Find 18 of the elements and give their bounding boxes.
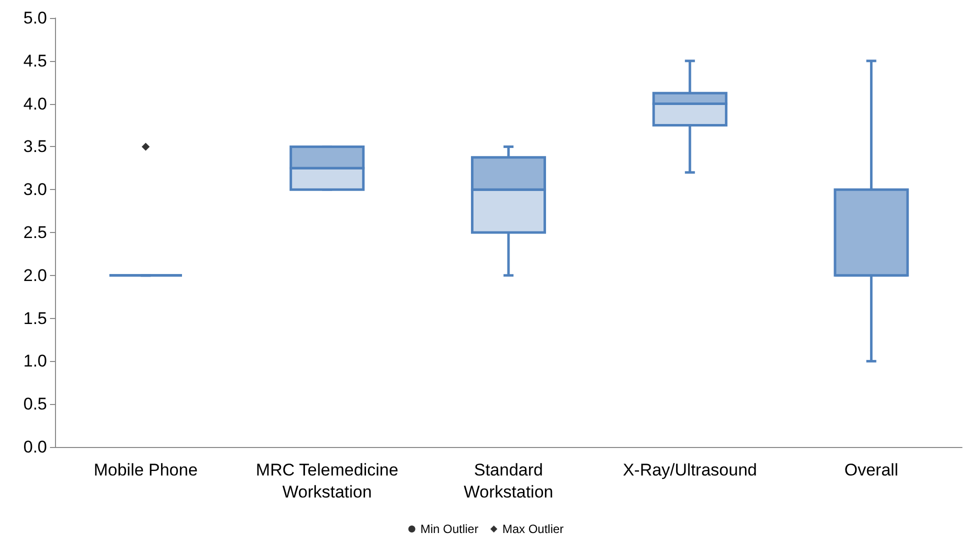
y-tick-label: 0.0 xyxy=(23,438,47,456)
y-tick-label: 1.0 xyxy=(23,352,47,371)
x-tick-label: Standard Workstation xyxy=(464,460,554,502)
x-tick-label: Mobile Phone xyxy=(94,460,198,480)
y-tick-label: 0.5 xyxy=(23,394,47,414)
y-tick-label: 2.5 xyxy=(23,223,47,242)
y-tick-label: 4.0 xyxy=(23,94,47,114)
x-tick-label: X-Ray/Ultrasound xyxy=(622,460,757,480)
y-tick-label: 4.5 xyxy=(23,51,47,70)
y-tick-label: 5.0 xyxy=(23,8,47,28)
y-tick-label: 2.0 xyxy=(23,266,47,285)
y-tick-label: 3.0 xyxy=(23,180,47,200)
x-tick-label: Overall xyxy=(844,460,898,480)
y-tick-label: 1.5 xyxy=(23,308,47,328)
legend-label: Min Outlier xyxy=(420,522,478,536)
legend-label: Max Outlier xyxy=(502,522,564,536)
x-tick-label: MRC Telemedicine Workstation xyxy=(256,460,398,502)
y-tick-label: 3.5 xyxy=(23,137,47,156)
